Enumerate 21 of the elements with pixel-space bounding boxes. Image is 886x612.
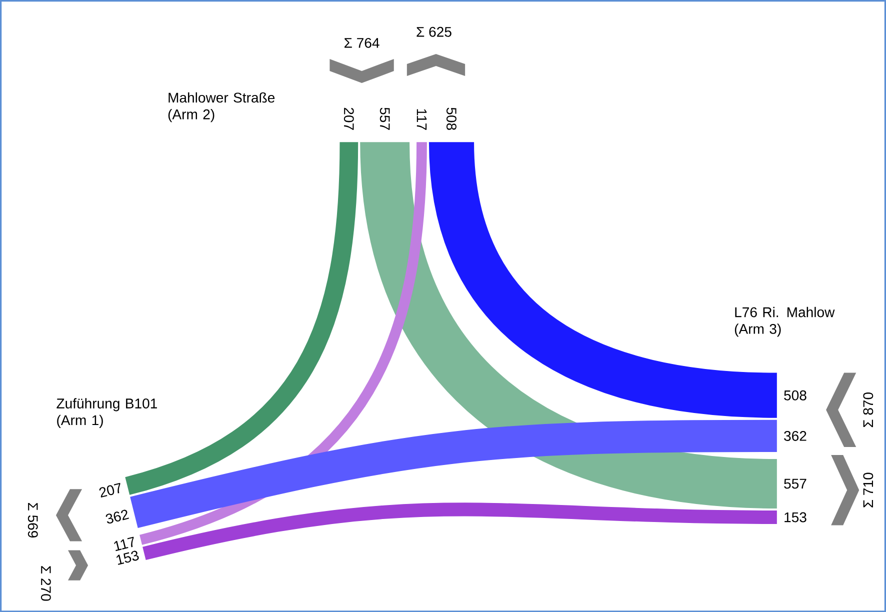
text: Σ 569 xyxy=(28,502,38,538)
data-label: 153 xyxy=(784,512,806,522)
category-label: Zuführung B101 (Arm 1) xyxy=(56,398,157,428)
category-label: Mahlower Straße (Arm 2) xyxy=(168,92,275,122)
text: Σ 710 xyxy=(863,472,874,508)
data-label: 362 xyxy=(784,430,806,441)
data-label: 117 xyxy=(114,536,134,551)
text: Σ 870 xyxy=(863,392,874,428)
data-label: 362 xyxy=(106,510,129,524)
data-label: 557 xyxy=(380,108,390,130)
text: Σ 270 xyxy=(40,566,51,601)
data-label: 153 xyxy=(116,550,139,565)
text: Σ 625 xyxy=(416,26,452,37)
data-label: 557 xyxy=(784,478,806,489)
text: Σ 764 xyxy=(344,38,380,48)
data-label: 207 xyxy=(99,482,120,498)
data-label: 207 xyxy=(344,108,354,130)
data-label: 508 xyxy=(784,390,806,400)
data-label: 117 xyxy=(416,109,427,130)
data-label: 508 xyxy=(446,108,456,130)
category-label: L76 Ri. Mahlow (Arm 3) xyxy=(734,306,835,337)
